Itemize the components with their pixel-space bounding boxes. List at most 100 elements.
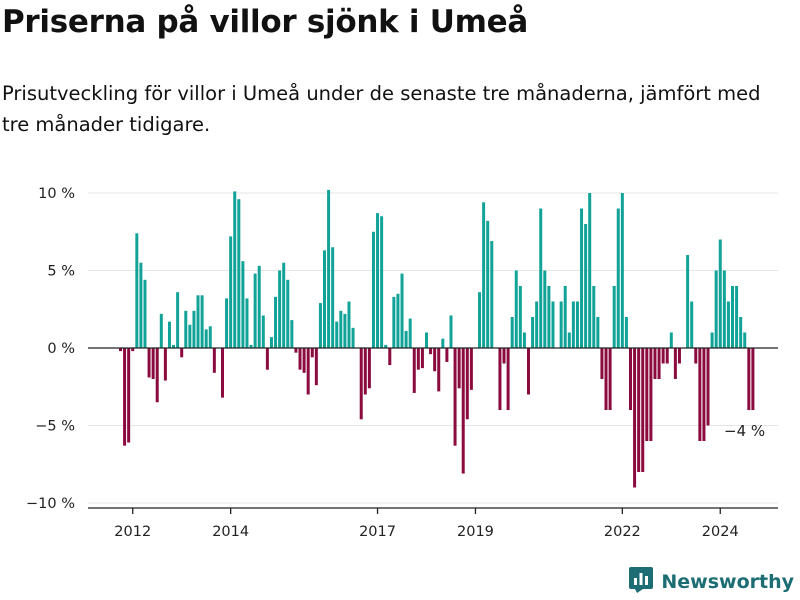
bar: [184, 310, 188, 348]
x-tick-label: 2022: [604, 524, 641, 540]
bar: [131, 348, 135, 352]
bar: [298, 348, 302, 370]
bar: [172, 344, 176, 348]
newsworthy-logo-icon: [629, 567, 655, 597]
bar: [563, 286, 567, 348]
bar: [657, 348, 661, 379]
bar: [180, 348, 184, 358]
bar: [486, 220, 490, 348]
bar: [584, 224, 588, 348]
bar: [143, 279, 147, 348]
bar: [221, 348, 224, 398]
bar: [653, 348, 657, 379]
axes: [88, 347, 778, 509]
bar: [510, 317, 514, 348]
bar: [404, 330, 408, 348]
bar: [739, 317, 743, 348]
bar: [502, 348, 506, 364]
bar: [147, 348, 151, 378]
bar: [702, 348, 706, 441]
bar: [257, 265, 261, 348]
bar: [498, 348, 502, 410]
bar: [686, 255, 690, 348]
bar: [637, 348, 641, 472]
bar: [420, 348, 424, 369]
bar: [294, 348, 298, 353]
bar: [620, 193, 624, 348]
bar: [527, 348, 530, 395]
bar: [457, 348, 461, 389]
bar: [567, 332, 571, 348]
bar: [441, 338, 445, 348]
bars: [119, 189, 755, 488]
chart-title: Priserna på villor sjönk i Umeå: [2, 4, 528, 40]
bar: [237, 199, 241, 348]
bar: [465, 348, 469, 420]
bar: [167, 321, 171, 348]
bar: [543, 270, 547, 348]
bar: [731, 286, 734, 348]
bar: [249, 344, 253, 348]
bar: [694, 348, 698, 364]
bar: [119, 348, 122, 352]
bar: [429, 348, 433, 355]
bar: [229, 236, 233, 348]
bar: [433, 348, 437, 372]
bar: [347, 301, 351, 348]
bar: [265, 348, 269, 370]
bar: [139, 262, 143, 348]
y-axis-tick-labels: 10 % 5 % 0 % −5 % −10 %: [26, 186, 75, 512]
bar: [751, 348, 755, 410]
bar: [645, 348, 649, 441]
bar: [747, 348, 751, 410]
bar: [469, 348, 473, 390]
bar: [290, 320, 294, 348]
bar: [335, 321, 339, 348]
bar: [359, 348, 363, 420]
bar: [200, 295, 204, 348]
bar: [408, 318, 412, 348]
bar: [208, 326, 212, 348]
newsworthy-brand[interactable]: Newsworthy: [629, 567, 794, 597]
bar: [735, 286, 739, 348]
bar: [612, 286, 616, 348]
bar: [677, 348, 681, 364]
bar: [261, 315, 265, 348]
bar: [539, 208, 543, 348]
bar: [604, 348, 608, 410]
bar: [318, 303, 322, 348]
bar: [302, 348, 306, 373]
bar: [706, 348, 710, 426]
bar: [633, 348, 637, 488]
y-tick-label: 0 %: [47, 341, 75, 357]
bar: [514, 270, 518, 348]
bar: [233, 191, 237, 348]
bar: [269, 337, 273, 348]
bar: [306, 348, 310, 395]
bar: [600, 348, 604, 379]
bar: [698, 348, 702, 441]
bar: [376, 213, 380, 348]
bar: [384, 344, 388, 348]
x-axis-tick-labels: 2012 2014 2017 2019 2022 2024: [114, 508, 739, 540]
x-tick-label: 2012: [114, 524, 151, 540]
bar: [559, 301, 563, 348]
bar: [151, 348, 155, 379]
gridlines: [88, 192, 778, 504]
bar: [535, 301, 539, 348]
bar: [331, 247, 335, 348]
last-value-label: −4 %: [724, 422, 765, 440]
bar: [253, 273, 257, 348]
bar: [571, 301, 575, 348]
bar: [608, 348, 612, 410]
bar: [588, 193, 592, 348]
bar: [225, 298, 229, 348]
bar: [718, 239, 722, 348]
bar: [661, 348, 665, 364]
bar: [522, 332, 526, 348]
bar: [722, 270, 726, 348]
bar: [629, 348, 632, 410]
bar: [339, 310, 343, 348]
bar: [478, 292, 482, 348]
bar: [482, 202, 486, 348]
